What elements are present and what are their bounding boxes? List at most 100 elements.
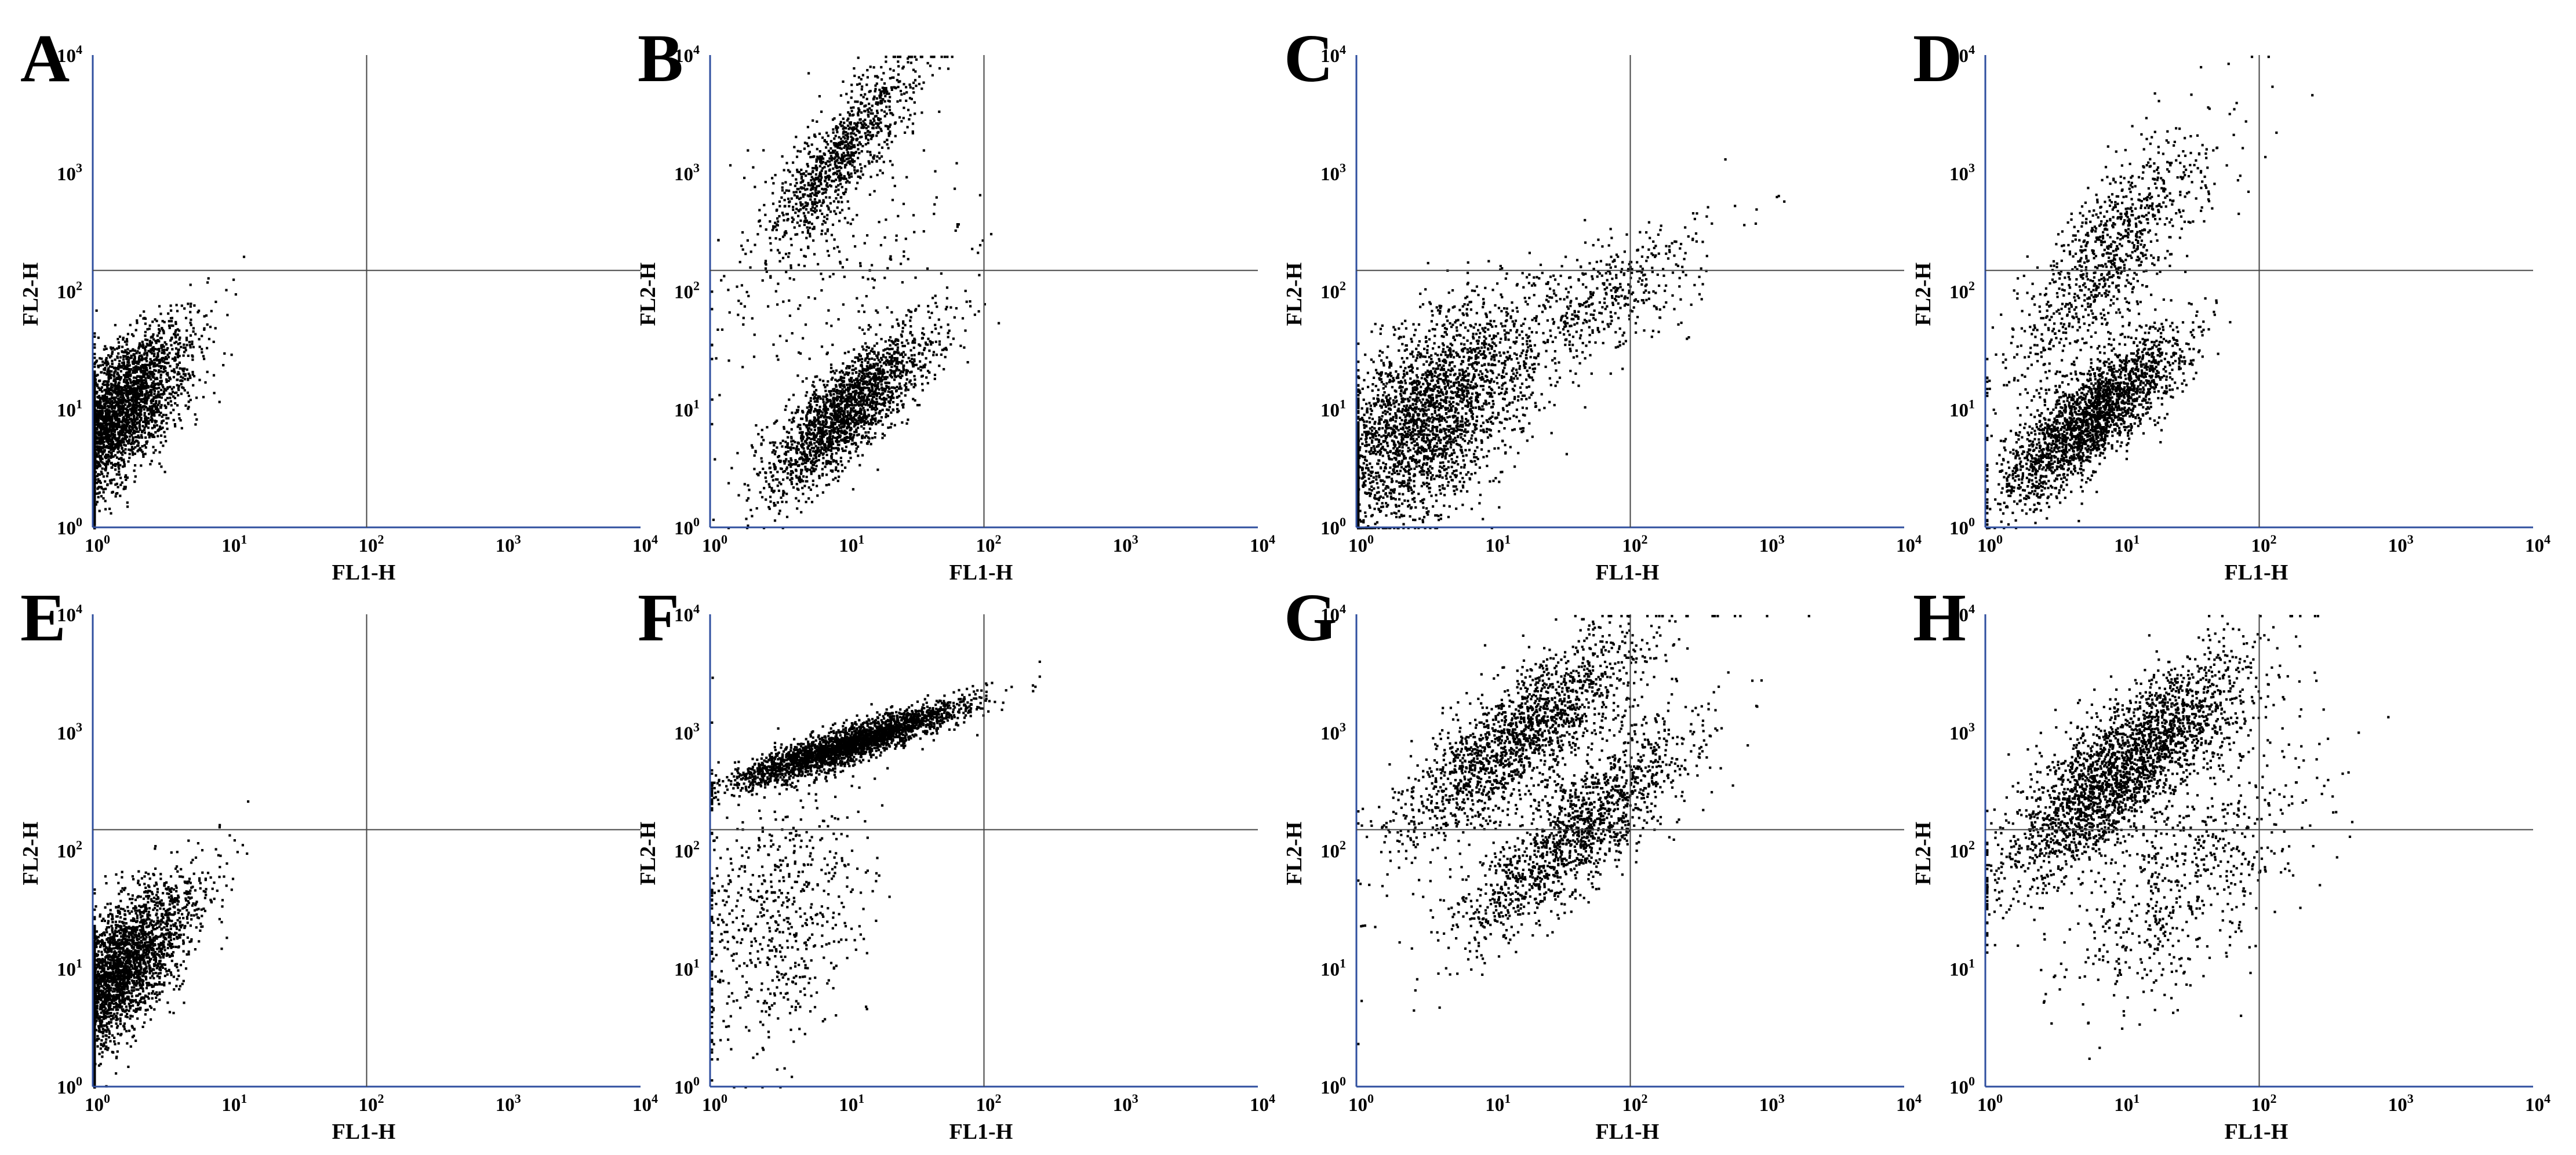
event-dot bbox=[146, 373, 149, 376]
event-dot bbox=[101, 395, 104, 398]
event-dot bbox=[93, 512, 96, 515]
event-dot bbox=[880, 365, 883, 367]
event-dot bbox=[152, 355, 155, 358]
event-dot bbox=[113, 425, 116, 428]
event-dot bbox=[823, 384, 825, 387]
event-dot bbox=[158, 462, 161, 465]
event-dot bbox=[856, 380, 859, 382]
event-dot bbox=[807, 402, 810, 405]
event-dot bbox=[93, 388, 96, 391]
event-dot bbox=[863, 377, 866, 380]
event-dot bbox=[141, 436, 144, 439]
event-dot bbox=[155, 387, 158, 390]
event-dot bbox=[123, 486, 126, 489]
event-dot bbox=[848, 378, 851, 381]
event-dot bbox=[132, 362, 135, 365]
event-dot bbox=[93, 523, 96, 526]
event-dot bbox=[853, 395, 856, 398]
event-dot bbox=[122, 458, 125, 461]
event-dot bbox=[126, 390, 129, 393]
event-dot bbox=[162, 390, 165, 393]
event-dot bbox=[816, 404, 818, 407]
event-dot bbox=[762, 467, 765, 471]
event-dot bbox=[736, 451, 739, 454]
event-dot bbox=[108, 372, 111, 375]
event-dot bbox=[191, 343, 194, 345]
event-dot bbox=[842, 416, 845, 418]
event-dot bbox=[152, 380, 155, 383]
event-dot bbox=[168, 326, 171, 329]
event-dot bbox=[865, 398, 868, 401]
event-dot bbox=[937, 332, 940, 335]
event-dot bbox=[124, 444, 127, 447]
event-dot bbox=[114, 369, 117, 372]
event-dot bbox=[176, 363, 179, 366]
event-dot bbox=[842, 432, 845, 435]
event-dot bbox=[185, 336, 188, 340]
event-dot bbox=[181, 380, 184, 382]
event-dot bbox=[134, 439, 138, 442]
event-dot bbox=[893, 359, 896, 362]
event-dot bbox=[110, 383, 113, 386]
event-dot bbox=[103, 371, 106, 374]
event-dot bbox=[160, 380, 163, 382]
event-dot bbox=[823, 403, 826, 406]
event-dot bbox=[110, 442, 113, 444]
event-dot bbox=[805, 419, 808, 422]
event-dot bbox=[144, 358, 147, 360]
event-dot bbox=[114, 387, 117, 390]
event-dot bbox=[126, 416, 129, 419]
event-dot bbox=[104, 432, 107, 435]
event-dot bbox=[855, 389, 858, 392]
event-dot bbox=[773, 444, 776, 447]
event-dot bbox=[155, 319, 158, 322]
event-dot bbox=[816, 449, 819, 451]
event-dot bbox=[140, 386, 143, 389]
event-dot bbox=[110, 466, 113, 469]
event-dot bbox=[103, 450, 105, 453]
event-dot bbox=[99, 388, 101, 391]
event-dot bbox=[874, 401, 877, 404]
event-dot bbox=[896, 357, 899, 360]
event-dot bbox=[98, 423, 101, 426]
event-dot bbox=[818, 475, 821, 478]
event-dot bbox=[866, 375, 869, 378]
event-dot bbox=[847, 403, 850, 406]
event-dot bbox=[870, 373, 873, 376]
event-dot bbox=[849, 438, 852, 440]
event-dot bbox=[126, 366, 129, 369]
event-dot bbox=[126, 476, 129, 479]
event-dot bbox=[167, 417, 170, 420]
event-dot bbox=[132, 418, 134, 421]
event-dot bbox=[176, 333, 179, 336]
event-dot bbox=[143, 408, 145, 411]
event-dot bbox=[137, 347, 140, 350]
event-dot bbox=[93, 477, 96, 480]
event-dot bbox=[805, 440, 807, 443]
event-dot bbox=[132, 453, 134, 456]
event-dot bbox=[886, 414, 889, 417]
event-dot bbox=[161, 327, 163, 330]
event-dot bbox=[128, 435, 132, 438]
event-dot bbox=[128, 377, 131, 380]
event-dot bbox=[858, 353, 861, 356]
event-dot bbox=[918, 403, 921, 407]
event-dot bbox=[129, 323, 132, 326]
event-dot bbox=[93, 484, 96, 487]
event-dot bbox=[115, 437, 118, 440]
event-dot bbox=[835, 460, 838, 462]
event-dot bbox=[964, 289, 967, 293]
event-dot bbox=[117, 413, 119, 416]
event-dot bbox=[901, 421, 904, 424]
event-dot bbox=[860, 377, 863, 380]
event-dot bbox=[187, 395, 190, 398]
event-dot bbox=[174, 330, 177, 333]
event-dot bbox=[825, 421, 828, 424]
event-dot bbox=[146, 407, 149, 410]
event-dot bbox=[187, 406, 190, 409]
event-dot bbox=[164, 370, 167, 373]
event-dot bbox=[853, 442, 856, 444]
event-dot bbox=[785, 493, 788, 495]
event-dot bbox=[121, 439, 123, 442]
